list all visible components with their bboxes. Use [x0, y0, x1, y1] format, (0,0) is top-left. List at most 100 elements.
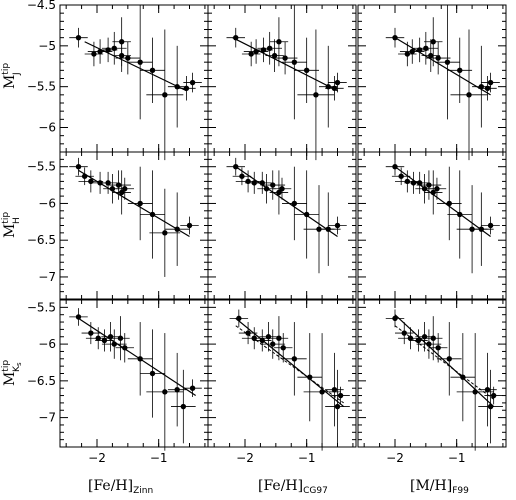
- fit-line: [235, 166, 338, 238]
- data-marker: [279, 186, 285, 192]
- data-point-10: [146, 29, 184, 161]
- data-marker: [245, 178, 251, 185]
- data-point-6: [416, 170, 442, 200]
- data-point-12: [315, 192, 341, 266]
- fit-line: [394, 37, 491, 96]
- panel-0-2: [357, 4, 507, 161]
- data-marker: [404, 178, 411, 185]
- y-tick-label: −6: [38, 121, 56, 135]
- data-point-11: [167, 352, 187, 427]
- data-marker: [81, 173, 88, 179]
- data-point-9: [447, 37, 473, 103]
- data-point-12: [478, 76, 497, 101]
- x-axis-label-col0: [Fe/H]Zinn: [88, 478, 153, 496]
- y-sup-row1: tip: [1, 212, 11, 224]
- data-marker: [111, 341, 117, 347]
- data-marker: [430, 189, 436, 196]
- data-point-9: [436, 166, 462, 241]
- data-marker: [484, 85, 491, 92]
- data-point-0: [385, 27, 405, 48]
- data-marker: [319, 389, 325, 395]
- data-marker: [291, 59, 298, 65]
- data-marker: [88, 330, 94, 336]
- data-point-7: [273, 333, 293, 363]
- data-marker: [107, 334, 114, 340]
- fit-line: [235, 317, 345, 408]
- data-point-7: [112, 170, 131, 215]
- data-marker: [137, 59, 143, 65]
- data-point-12: [478, 369, 503, 444]
- data-marker: [303, 67, 310, 74]
- data-point-9: [140, 37, 165, 103]
- data-point-6: [106, 170, 131, 200]
- data-point-4: [98, 171, 118, 194]
- data-marker: [334, 403, 341, 410]
- data-marker: [430, 39, 436, 45]
- x-tick-label: −2: [236, 451, 254, 465]
- data-marker: [446, 200, 452, 207]
- data-point-13: [180, 216, 199, 235]
- data-marker: [266, 45, 273, 51]
- data-marker: [334, 79, 341, 86]
- data-marker: [75, 314, 82, 320]
- y-tick-label: −6.5: [27, 233, 56, 247]
- panel-2-1: −2 −1: [207, 299, 357, 465]
- data-point-8: [282, 322, 307, 396]
- data-marker: [137, 200, 143, 207]
- svg-text:MtipKs: MtipKs: [1, 360, 23, 386]
- data-marker: [407, 335, 414, 341]
- data-marker: [392, 34, 398, 41]
- data-marker: [233, 34, 239, 41]
- panels: −4.5 −5 −5.5 −6 −5.5 −6 −6.5 −7 −2 −1 −5.5 −6 −6.5 −7…: [27, 0, 507, 465]
- data-marker: [435, 55, 441, 61]
- data-marker: [416, 180, 423, 186]
- data-marker: [426, 341, 432, 347]
- data-marker: [265, 334, 272, 340]
- data-marker: [162, 230, 168, 236]
- data-marker: [174, 386, 180, 393]
- data-point-6: [111, 316, 130, 361]
- data-point-5: [265, 39, 284, 72]
- data-marker: [180, 403, 187, 410]
- data-marker: [280, 345, 286, 351]
- y-tick-label: −5: [38, 39, 56, 53]
- y-tick-label: −7: [38, 411, 56, 425]
- data-marker: [137, 356, 143, 362]
- data-point-12: [177, 76, 196, 101]
- data-marker: [423, 45, 429, 51]
- data-point-10: [140, 170, 165, 259]
- data-marker: [331, 85, 338, 92]
- data-marker: [117, 335, 124, 341]
- data-marker: [245, 330, 251, 336]
- panel-0-1: [207, 4, 357, 161]
- data-point-11: [149, 188, 181, 277]
- panel-1-0: −5.5 −6 −6.5 −7: [27, 151, 209, 300]
- data-point-9: [297, 333, 323, 422]
- data-marker: [325, 226, 331, 232]
- data-marker: [189, 79, 196, 86]
- data-marker: [75, 34, 82, 41]
- x-axis-sub-col0: Zinn: [133, 486, 153, 496]
- data-point-13: [481, 72, 500, 93]
- y-tick-label: −7: [38, 270, 56, 284]
- data-point-8: [115, 177, 134, 200]
- data-marker: [125, 55, 131, 61]
- data-marker: [421, 334, 428, 340]
- data-point-2: [85, 327, 111, 350]
- data-marker: [115, 182, 122, 188]
- panel-frame: [357, 299, 507, 448]
- data-point-7: [425, 41, 451, 75]
- data-point-0: [69, 27, 88, 48]
- data-marker: [487, 79, 494, 86]
- data-point-0: [229, 309, 249, 328]
- data-marker: [95, 335, 101, 341]
- data-point-12: [325, 369, 350, 444]
- data-point-4: [413, 31, 439, 65]
- data-point-8: [127, 5, 153, 120]
- data-point-8: [427, 177, 447, 200]
- data-marker: [118, 189, 125, 196]
- data-marker: [149, 67, 156, 74]
- data-point-9: [140, 329, 165, 418]
- data-marker: [392, 315, 398, 322]
- data-point-9: [282, 166, 307, 241]
